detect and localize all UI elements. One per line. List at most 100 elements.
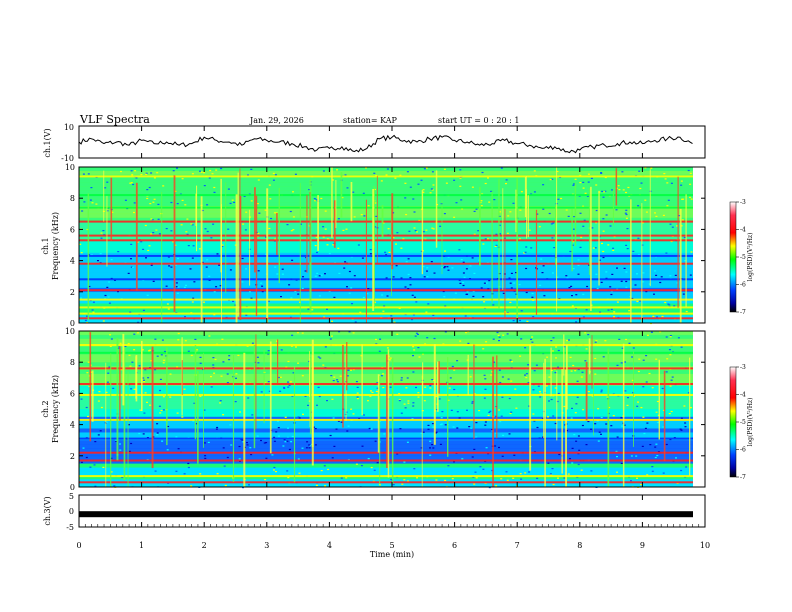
ch1-spec-speckle [212, 223, 215, 225]
ch2-spec-band-5 [79, 418, 693, 421]
ch1-spec-speckle [213, 314, 216, 316]
ch2-spec-texture-row [79, 389, 693, 394]
ch1-spec-spike [110, 177, 113, 241]
ch1-spec-spike [679, 208, 682, 323]
ch1-spec-speckle [333, 296, 336, 298]
ch2-spec-speckle [440, 423, 443, 425]
ch2-spec-speckle [493, 361, 495, 363]
ch1-spec-spike [333, 200, 336, 248]
ch2-spec-speckle [638, 358, 641, 360]
ch2-spec-speckle [210, 376, 212, 378]
ch1-spec-speckle [626, 248, 629, 250]
ch1-spec-spike [372, 189, 375, 311]
ch2-spec-speckle [550, 398, 553, 401]
ch2-spec-speckle [506, 333, 509, 335]
ch1-spec-speckle [181, 178, 184, 180]
ch1-spec-speckle [613, 311, 616, 313]
ch2-spec-speckle [356, 398, 359, 400]
ch1-spec-speckle [607, 309, 610, 311]
ch1-spec-speckle [142, 279, 145, 281]
ch1-spec-speckle [281, 268, 284, 270]
ch1-spec-ylabel: Frequency (kHz) [51, 212, 60, 280]
ch2-spec-speckle [199, 362, 202, 364]
ch1-spec-speckle [332, 244, 335, 246]
ch1-spec-speckle [408, 230, 411, 232]
ch2-spec-speckle [665, 371, 668, 373]
ch2-spec-speckle [483, 397, 486, 399]
ch1-spec-speckle [524, 251, 527, 253]
ch1-spec-speckle [571, 295, 573, 297]
ch1-spec-speckle [272, 179, 275, 181]
ch1-spec-speckle [625, 286, 628, 288]
ch1-spec-speckle [407, 273, 410, 276]
ch2-spec-speckle [461, 458, 464, 460]
ch2-spec-speckle [143, 381, 146, 383]
ch1-spec-speckle [127, 272, 130, 274]
ch1-spec-speckle [219, 285, 222, 287]
ch2-spec-speckle [429, 387, 432, 389]
ch1-spec-speckle [258, 212, 261, 214]
ch2-spec-speckle [447, 465, 450, 467]
ch2-spec-speckle [216, 473, 219, 475]
ch1-spec-speckle [429, 192, 432, 194]
ch2-spec-speckle [230, 444, 233, 446]
ch2-spec-speckle [276, 420, 279, 422]
ch2-spec-speckle [594, 373, 597, 375]
ch2-spec-speckle [161, 339, 164, 341]
ch2-spec-band-8 [79, 367, 693, 370]
ch1-spec-spike [239, 196, 242, 321]
ch1-spec-speckle [584, 192, 587, 194]
ch2-spec-texture-row [79, 331, 693, 336]
ch2-spec-speckle [169, 373, 172, 375]
ch1-spec-speckle [213, 291, 216, 293]
ch1-spec-ytick-label: 0 [70, 319, 75, 328]
ch2-spec-spike [563, 334, 565, 376]
ch2-spec-spike [135, 355, 138, 402]
ch2-spec-speckle [177, 448, 180, 450]
ch2-spec-speckle [85, 406, 88, 409]
ch1-spec-speckle [320, 197, 323, 200]
ch1-spec-speckle [145, 257, 147, 259]
ch1-spec-speckle [413, 211, 416, 213]
ch1-spec-spike [225, 182, 227, 293]
ch2-spec-speckle [655, 411, 658, 413]
ch1-spec-speckle [191, 173, 194, 175]
ch1-spec-speckle [665, 252, 668, 254]
ch1-spec-speckle [92, 311, 95, 313]
ch1-spec-speckle [247, 174, 249, 176]
ch1-spec-speckle [423, 276, 426, 278]
ch2-spec-texture-row [79, 385, 693, 390]
ch2-spec-speckle [141, 349, 144, 351]
ch1-spec-speckle [106, 286, 109, 288]
ch2-spec-speckle [468, 426, 471, 428]
ch2-spec-speckle [642, 386, 645, 388]
ch2-spec-speckle [471, 402, 474, 404]
ch1-spec-speckle [430, 188, 433, 190]
ch1-spec-speckle [512, 320, 515, 322]
ch1-spec-spike [161, 191, 163, 323]
ch1-spec-speckle [551, 178, 554, 180]
ch2-spec-speckle [162, 396, 165, 398]
ch2-spec-spike [232, 355, 235, 482]
ch2-spec-speckle [604, 340, 607, 342]
ch2-spec-speckle [531, 336, 534, 338]
ch2-spec-speckle [563, 477, 566, 479]
ch1-spec-speckle [583, 219, 586, 221]
ch1-spec-speckle [431, 227, 434, 229]
ch2-spec-speckle [584, 360, 587, 362]
ch2-spec-speckle [138, 432, 141, 435]
ch1-ytick-top: 10 [64, 123, 74, 132]
ch1-spec-speckle [348, 292, 351, 294]
ch2-spec-speckle [665, 336, 668, 338]
colorbar-tick-label: -7 [740, 474, 746, 481]
ch1-spec-speckle [432, 314, 435, 316]
ch2-spec-speckle [216, 426, 219, 429]
ch2-spec-speckle [199, 356, 202, 358]
ch2-spec-speckle [429, 440, 432, 442]
ch1-spec-spike [556, 167, 558, 312]
ch2-spec-speckle [423, 400, 426, 402]
ch1-spec-speckle [360, 214, 363, 216]
ch1-spec-speckle [509, 211, 512, 213]
ch2-spec-speckle [330, 375, 333, 377]
ch1-spec-speckle [551, 237, 554, 239]
